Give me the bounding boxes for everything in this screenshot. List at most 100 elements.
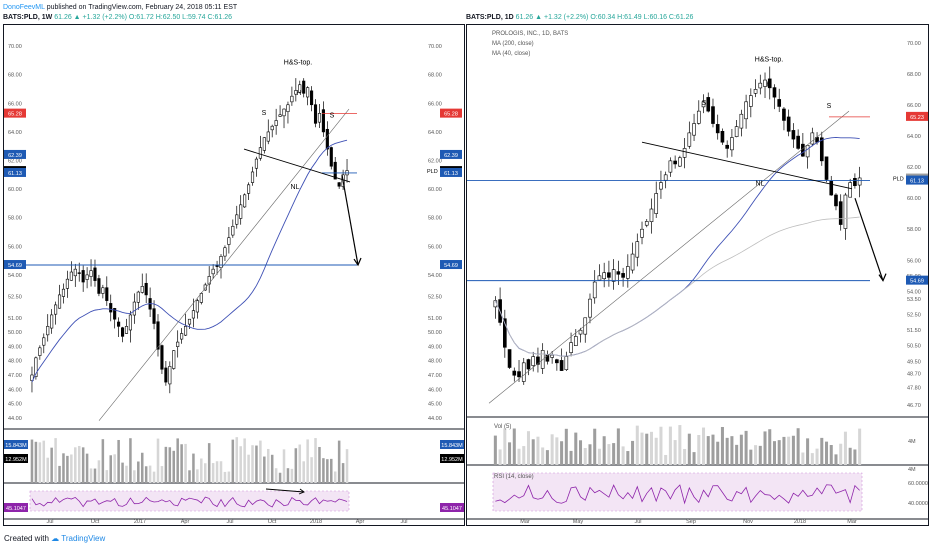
volume-bar [113, 454, 116, 483]
x-tick-label: Jul [634, 519, 641, 525]
volume-bar [829, 445, 833, 465]
volume-bar [564, 428, 568, 465]
y-tick-label: 52.50 [428, 294, 442, 300]
volume-bar [768, 429, 772, 465]
left-symbol-line: BATS:PLD, 1W 61.26 ▲ +1.32 (+2.2%) O:61.… [3, 13, 232, 22]
candle-body [782, 108, 786, 121]
price-badge-text: 65.23 [910, 115, 924, 121]
pattern-label: H&S-top. [755, 56, 783, 63]
candle-body [187, 318, 192, 325]
candle-body [786, 116, 791, 132]
pld-tag: PLD [893, 177, 904, 183]
rsi-label: RSI (14, close) [494, 474, 534, 480]
y-tick-label-left: 62.00 [8, 159, 22, 165]
tradingview-brand[interactable]: TradingView [61, 534, 106, 543]
y-tick-label: 56.00 [428, 244, 442, 250]
candle-body [231, 225, 235, 236]
y-tick-label-left: 44.00 [8, 416, 22, 422]
y-tick-label-left: 54.00 [8, 273, 22, 279]
y-tick-label: 46.00 [428, 387, 442, 393]
candle-body [89, 270, 93, 277]
volume-bar [81, 447, 85, 483]
rsi-badge [440, 503, 464, 512]
volume-bar [735, 444, 739, 465]
price-badge [440, 167, 462, 177]
y-tick-label: 70.00 [428, 44, 442, 50]
candle-body [810, 132, 815, 145]
candle-body [753, 89, 758, 94]
y-tick-label: 60.00 [428, 187, 442, 193]
neckline-label: NL [291, 184, 300, 191]
volume-bar [739, 434, 743, 465]
volume-bar [749, 449, 753, 465]
right-chart-svg[interactable]: 70.00 68.00 66.00 64.00 62.00 60.00 58.00 56.00… [467, 25, 928, 525]
rsi-divergence-line [265, 488, 305, 493]
volume-bar [227, 471, 231, 483]
volume-bar [626, 451, 630, 465]
volume-bar [247, 454, 250, 483]
right-chart-panel[interactable]: 70.00 68.00 66.00 64.00 62.00 60.00 58.00 56.00… [466, 24, 929, 526]
x-tick-label: Apr [181, 519, 190, 525]
y-tick-label: 66.00 [428, 101, 442, 107]
price-badge-text: 61.13 [444, 171, 458, 177]
right-symbol-line: BATS:PLD, 1D 61.26 ▲ +1.32 (+2.2%) O:60.… [466, 13, 693, 22]
ma-40-label: MA (40, close) [492, 51, 531, 57]
volume-bar [184, 443, 187, 483]
vol-axis-label: 4M [908, 467, 916, 473]
volume-bar [77, 445, 81, 483]
y-tick-label: 54.00 [907, 289, 921, 295]
y-tick-label: 58.00 [907, 227, 921, 233]
y-tick-label-left: 48.00 [8, 359, 22, 365]
candle-body [715, 124, 720, 134]
volume-bar [121, 462, 124, 483]
candle-body [569, 342, 573, 353]
volume-bar [50, 447, 53, 483]
volume-bar [168, 447, 172, 483]
volume-badge-left [4, 454, 28, 463]
volume-bar [716, 441, 720, 465]
volume-bar [70, 454, 73, 483]
candle-body [54, 304, 58, 315]
right-shoulder-label: S [827, 103, 832, 110]
left-chart-svg[interactable]: 70.00 70.00 68.00 68.00 66.00 66.00 64.00 64.00… [4, 25, 464, 525]
candle-body [120, 327, 125, 337]
volume-bar [302, 461, 305, 483]
y-tick-label: 50.00 [428, 330, 442, 336]
candle-body [588, 298, 592, 318]
volume-bar [30, 439, 34, 483]
volume-bar [858, 428, 862, 465]
volume-bar [531, 439, 535, 465]
candle-body [144, 282, 148, 296]
volume-bar [550, 434, 554, 465]
ma-line [31, 139, 348, 383]
y-tick-label: 49.00 [428, 344, 442, 350]
volume-bar [664, 454, 668, 465]
volume-bar [853, 449, 857, 465]
volume-bar [314, 438, 317, 483]
author-link[interactable]: DonoFeevML [3, 4, 45, 11]
volume-bar [744, 430, 748, 465]
candle-body [128, 314, 132, 331]
price-badge-text: 54.69 [910, 279, 924, 285]
volume-bar [172, 450, 176, 483]
head-label: H [766, 81, 771, 88]
volume-bar [259, 440, 262, 483]
candle-body [302, 80, 306, 94]
volume-bar [85, 453, 89, 483]
candle-body [725, 144, 729, 149]
volume-bar [310, 457, 313, 483]
volume-bar [223, 471, 227, 483]
volume-bar [730, 436, 734, 465]
price-badge-left-text: 54.69 [8, 263, 22, 269]
x-tick-label: Jul [226, 519, 233, 525]
candle-body [235, 214, 239, 225]
x-tick-label: 2018 [310, 519, 322, 525]
price-badge-left-text: 65.28 [8, 112, 22, 118]
candle-body [678, 157, 682, 167]
candle-body [687, 132, 692, 147]
candle-body [503, 318, 507, 348]
y-tick-label: 45.00 [428, 402, 442, 408]
candle-body [282, 108, 286, 117]
rsi-line [495, 484, 860, 505]
left-chart-panel[interactable]: 70.00 70.00 68.00 68.00 66.00 66.00 64.00 64.00… [3, 24, 465, 526]
